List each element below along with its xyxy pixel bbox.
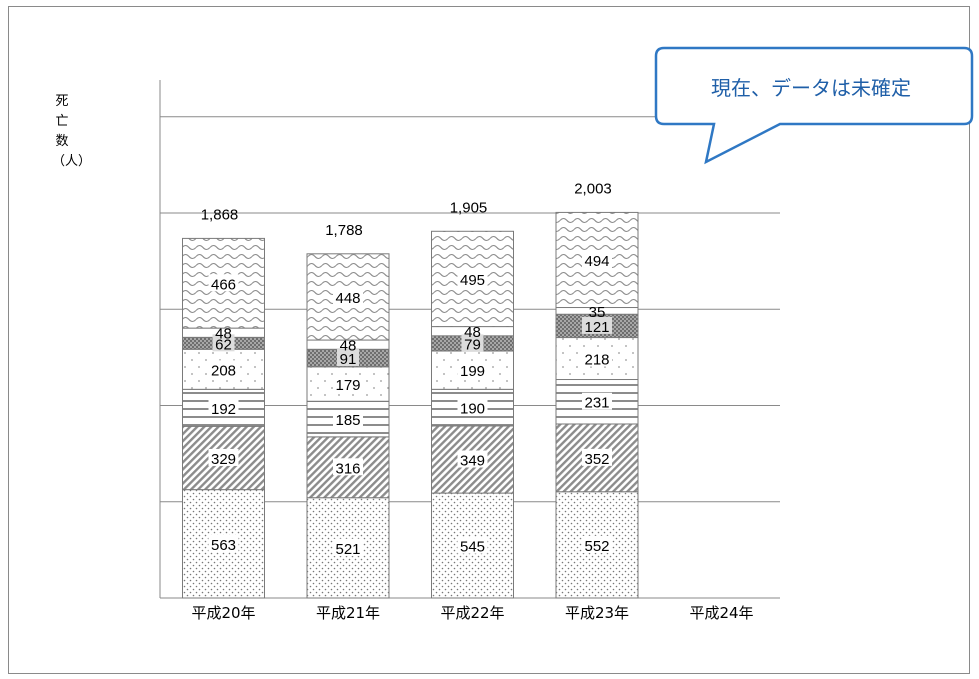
total-label: 1,868: [201, 206, 239, 223]
y-axis-label: 死亡数（人）: [52, 94, 92, 169]
data-label-bg: [582, 349, 612, 367]
data-label: 545: [460, 539, 485, 556]
data-label: 352: [584, 451, 609, 468]
data-label-bg: [582, 392, 612, 410]
data-label: 199: [460, 363, 485, 380]
data-label-bg: [208, 448, 239, 466]
data-label: 48: [340, 338, 357, 355]
data-label-bg: [333, 538, 363, 556]
data-label: 79: [464, 336, 481, 353]
data-label: 91: [340, 351, 357, 368]
x-tick-label: 平成23年: [565, 604, 629, 622]
data-label: 48: [215, 326, 232, 343]
total-label: 1,905: [450, 199, 488, 216]
total-label: 1,788: [325, 222, 363, 239]
x-tick-label: 平成22年: [440, 604, 504, 622]
data-label-bg: [333, 410, 363, 428]
data-label: 231: [584, 395, 609, 412]
callout-bubble: [654, 46, 974, 165]
data-label-bg: [582, 535, 612, 553]
data-label: 495: [460, 272, 485, 289]
data-label: 62: [215, 336, 232, 353]
data-label: 185: [335, 412, 360, 429]
data-label-bg: [582, 250, 612, 268]
data-label: 208: [211, 362, 236, 379]
data-label-bg: [208, 274, 239, 292]
data-label-bg: [582, 316, 612, 334]
data-label: 329: [211, 451, 236, 468]
data-label: 552: [584, 538, 609, 555]
data-label: 192: [211, 401, 236, 418]
data-label: 521: [335, 541, 360, 558]
x-tick-label: 平成20年: [191, 604, 255, 622]
data-label-bg: [582, 448, 612, 466]
data-label-bg: [333, 458, 363, 476]
data-label: 35: [589, 304, 606, 321]
data-label: 563: [211, 537, 236, 554]
callout: [654, 46, 974, 165]
data-label: 121: [584, 319, 609, 336]
data-label-bg: [333, 375, 363, 393]
data-label: 494: [584, 253, 609, 270]
data-label: 448: [335, 290, 360, 307]
data-label: 179: [335, 377, 360, 394]
data-label-bg: [457, 450, 488, 468]
x-tick-label: 平成24年: [689, 604, 753, 622]
total-label: 2,003: [574, 180, 612, 197]
data-label-bg: [337, 349, 359, 367]
data-label-bg: [208, 534, 239, 552]
data-label: 218: [584, 352, 609, 369]
data-label-bg: [212, 334, 235, 352]
data-label-bg: [461, 334, 484, 352]
callout-text: 現在、データは未確定: [711, 75, 911, 100]
data-label: 466: [211, 276, 236, 293]
data-label: 316: [335, 460, 360, 477]
data-label-bg: [208, 360, 239, 378]
data-label-bg: [457, 398, 488, 416]
data-label-bg: [333, 287, 363, 305]
data-label: 48: [464, 324, 481, 341]
data-label-bg: [457, 361, 488, 379]
data-label-bg: [208, 398, 239, 416]
data-label: 190: [460, 401, 485, 418]
data-label-bg: [457, 269, 488, 287]
labels-layer: 56332919220862484661,868平成20年52131618517…: [191, 180, 753, 622]
data-label: 349: [460, 452, 485, 469]
x-tick-label: 平成21年: [316, 604, 380, 622]
data-label-bg: [457, 536, 488, 554]
